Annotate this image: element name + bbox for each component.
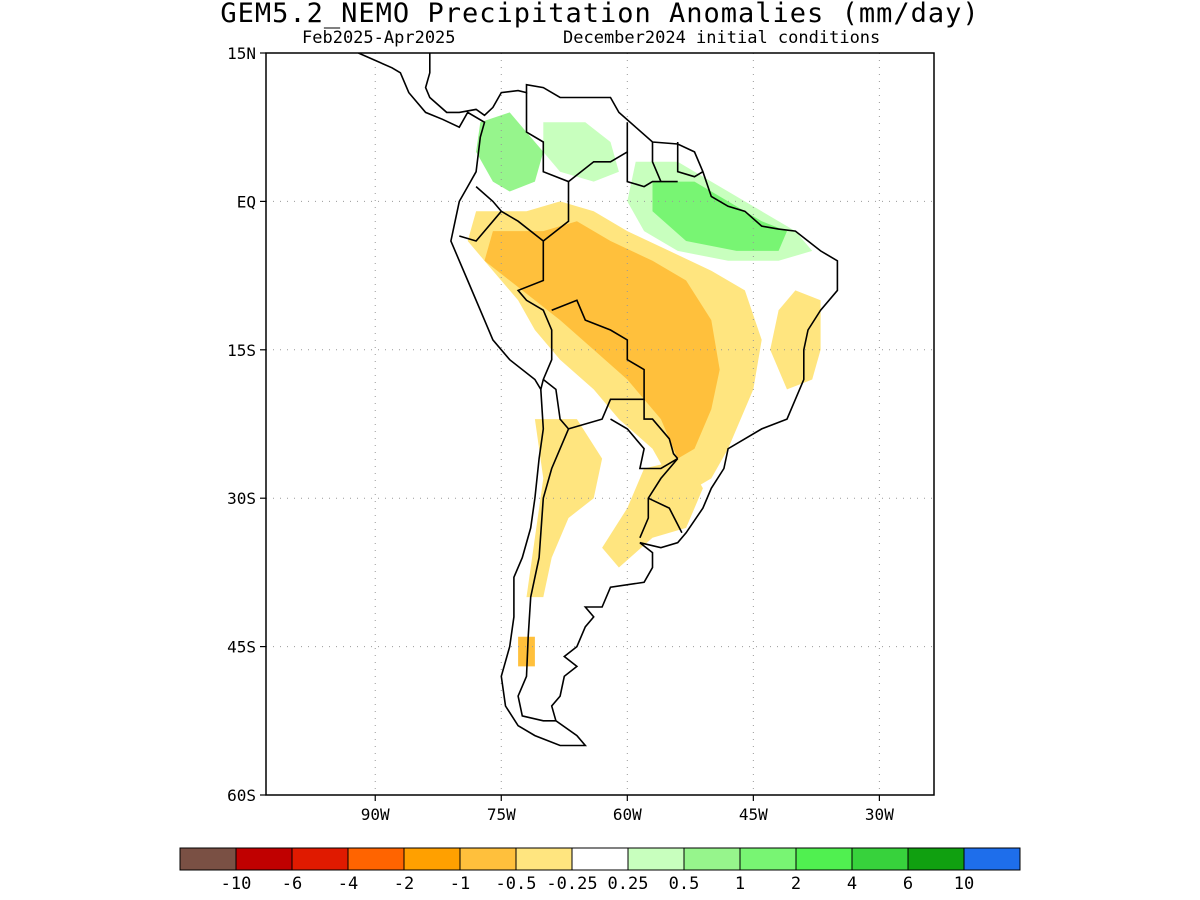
country-border xyxy=(516,241,553,390)
colorbar-label: -0.25 xyxy=(546,874,597,894)
anomaly-region-argentina-west-dry xyxy=(526,419,603,598)
continent-coastline xyxy=(358,53,839,747)
anomaly-region-uruguay-dry xyxy=(602,458,703,568)
forecast-period: Feb2025-Apr2025 xyxy=(302,28,456,48)
plot-frame xyxy=(265,52,935,796)
colorbar-swatch xyxy=(795,847,853,871)
lon-tick-label: 75W xyxy=(487,805,516,824)
colorbar-label: -6 xyxy=(282,874,302,894)
colorbar-swatch xyxy=(235,847,293,871)
country-border xyxy=(643,399,679,460)
anomaly-region-northeast-brazil-dry xyxy=(770,290,821,390)
colorbar-swatch xyxy=(291,847,349,871)
colorbar-swatch xyxy=(515,847,573,871)
country-border xyxy=(551,299,645,430)
lat-tick-label: 60S xyxy=(227,786,256,805)
lat-tick-label: 45S xyxy=(227,638,256,657)
lon-tick-label: 90W xyxy=(361,805,390,824)
country-border xyxy=(542,378,570,430)
colorbar-swatch xyxy=(179,847,237,871)
colorbar-swatch xyxy=(851,847,909,871)
colorbar-label: -1 xyxy=(450,874,470,894)
anomaly-region-amazon-north-wet-core xyxy=(652,181,787,251)
latitude-axis: 15N EQ 15S 30S 45S 60S xyxy=(227,44,266,805)
lat-tick-label: EQ xyxy=(237,192,256,211)
lat-tick-label: 30S xyxy=(227,489,256,508)
colorbar-swatch xyxy=(963,847,1021,871)
lat-tick-label: 15S xyxy=(227,341,256,360)
country-border xyxy=(459,210,502,242)
country-border xyxy=(517,428,570,722)
colorbar-swatch xyxy=(347,847,405,871)
colorbar-label: 0.25 xyxy=(608,874,649,894)
colorbar-label: -2 xyxy=(394,874,414,894)
lat-tick-label: 15N xyxy=(227,44,256,63)
colorbar-swatch xyxy=(627,847,685,871)
colorbar-swatch xyxy=(907,847,965,871)
lon-tick-label: 60W xyxy=(613,805,642,824)
colorbar-label: 2 xyxy=(791,874,801,894)
colorbar-label: 1 xyxy=(735,874,745,894)
colorbar-swatch xyxy=(683,847,741,871)
anomaly-region-patagonia-dry xyxy=(518,636,535,667)
country-border xyxy=(610,418,679,470)
gridlines xyxy=(266,53,934,795)
map-title: GEM5.2_NEMO Precipitation Anomalies (mm/… xyxy=(220,0,980,29)
colorbar-label: 10 xyxy=(954,874,974,894)
colorbar-label: -0.5 xyxy=(496,874,537,894)
colorbar-swatch xyxy=(403,847,461,871)
colorbar-label: -10 xyxy=(221,874,252,894)
country-border xyxy=(651,142,662,182)
longitude-axis: 90W 75W 60W 45W 30W xyxy=(361,795,894,824)
colorbar-label: 0.5 xyxy=(669,874,700,894)
anomaly-region-colombia-wet xyxy=(476,112,544,192)
country-border xyxy=(568,122,629,183)
lon-tick-label: 45W xyxy=(739,805,768,824)
country-borders xyxy=(459,92,704,722)
colorbar-swatch xyxy=(459,847,517,871)
initial-conditions: December2024 initial conditions xyxy=(563,28,881,48)
colorbar-label: -4 xyxy=(338,874,358,894)
anomaly-region-central-dry-core xyxy=(484,221,720,459)
colorbar-label: 4 xyxy=(847,874,857,894)
lon-tick-label: 30W xyxy=(865,805,894,824)
colorbar-legend: -10 -6 -4 -2 -1 -0.5 -0.25 0.25 0.5 1 2 4 6 10 xyxy=(179,847,1021,894)
anomaly-region-venezuela-light-wet xyxy=(543,122,619,182)
country-border xyxy=(647,497,683,534)
country-border xyxy=(525,92,570,242)
colorbar-swatch xyxy=(571,847,629,871)
country-border xyxy=(676,142,704,178)
coastline xyxy=(358,53,839,747)
colorbar-label: 6 xyxy=(903,874,913,894)
colorbar-swatch xyxy=(739,847,797,871)
